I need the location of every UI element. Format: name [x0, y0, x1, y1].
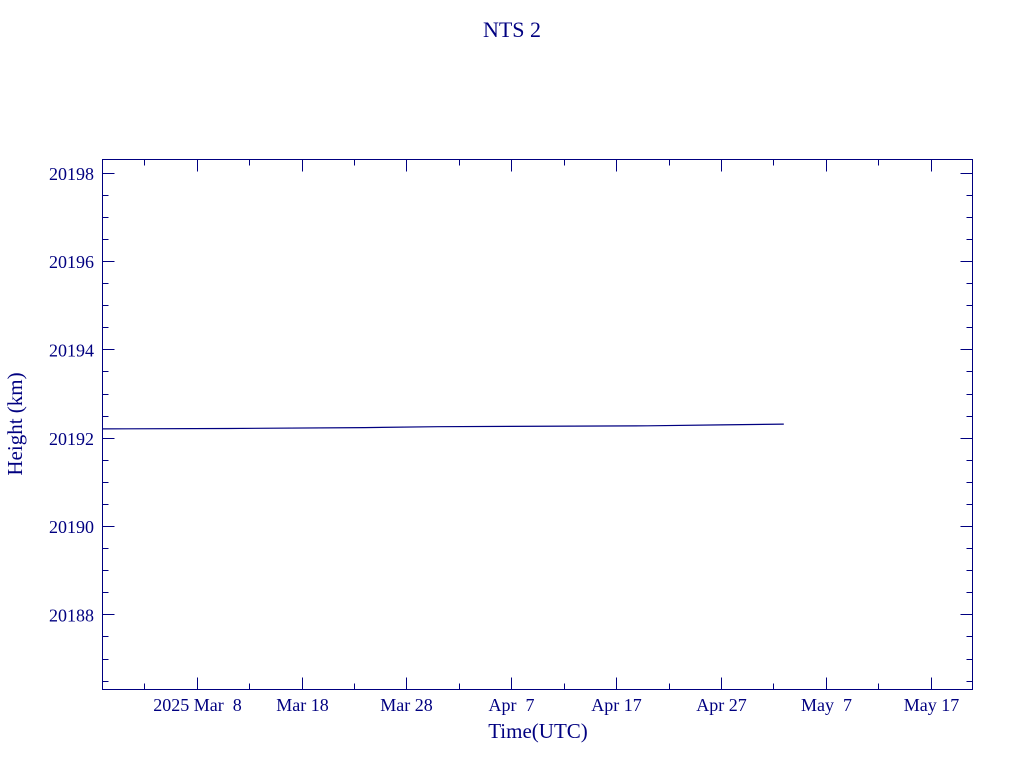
x-tick-label: 2025 Mar 8	[153, 695, 242, 715]
x-axis-ticks: 2025 Mar 8 Mar 18 Mar 28 Apr 7 Apr 17 Apr 27 M…	[144, 159, 960, 715]
y-tick-label: 20194	[49, 340, 94, 360]
x-tick-label: Apr 27	[696, 695, 747, 715]
y-axis-ticks: 20188 20190 20192 20194 20196 20198	[49, 164, 973, 682]
y-tick-label: 20188	[49, 605, 94, 625]
x-tick-label: Mar 18	[276, 695, 329, 715]
y-tick-label: 20190	[49, 517, 94, 537]
series-layer	[102, 423, 784, 430]
x-tick-label: May 7	[801, 695, 852, 715]
plot-frame	[102, 159, 973, 690]
y-tick-label: 20196	[49, 252, 94, 272]
x-tick-label: May 17	[904, 695, 960, 715]
x-tick-label: Mar 28	[380, 695, 433, 715]
y-tick-label: 20192	[49, 429, 94, 449]
y-axis-label: Height (km)	[3, 372, 27, 475]
chart-title: NTS 2	[483, 17, 541, 42]
x-tick-label: Apr 7	[489, 695, 535, 715]
height-series-line	[102, 423, 784, 430]
y-tick-label: 20198	[49, 164, 94, 184]
x-tick-label: Apr 17	[591, 695, 642, 715]
x-axis-label: Time(UTC)	[488, 719, 588, 743]
